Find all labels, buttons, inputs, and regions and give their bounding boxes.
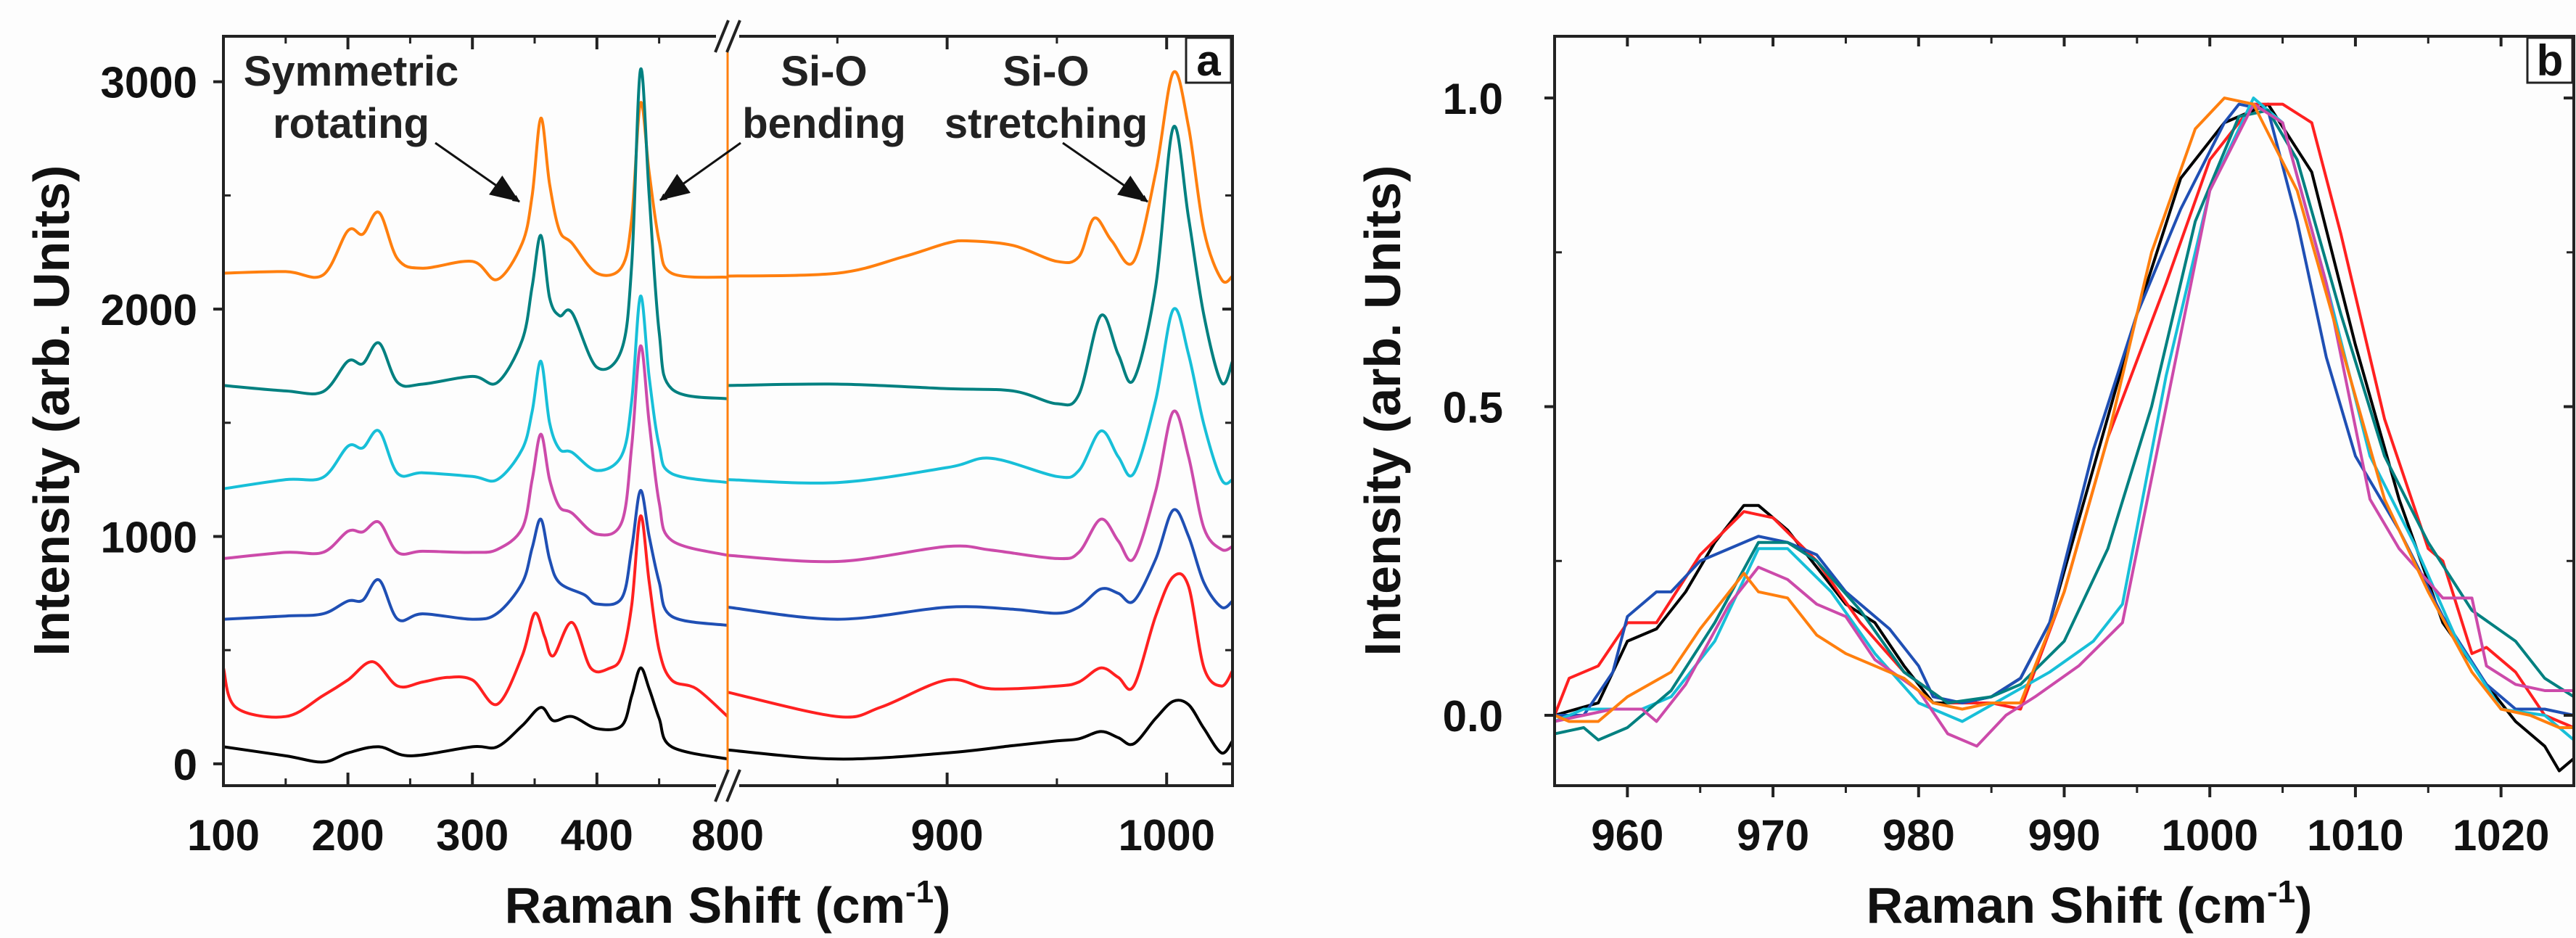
y-tick-label: 1.0: [1443, 75, 1503, 123]
annotation-text: Si-O: [1003, 48, 1089, 95]
y-tick-label: 1000: [101, 514, 197, 562]
x-tick-label: 1000: [2161, 811, 2258, 860]
axis-break-marks: [714, 20, 741, 802]
series-cyan: [1554, 96, 2575, 741]
panel-b-x-axis-title: Raman Shift (cm-1): [1867, 874, 2313, 934]
annotation-text: Symmetric: [244, 48, 459, 95]
series-teal-segment-2: [727, 125, 1234, 407]
panel-b-ticks: 960 970 980 990 1000 1010 1020 0.0 0.5 1.0: [1443, 36, 2574, 860]
panel-a-x-axis-title: Raman Shift (cm-1): [505, 874, 951, 934]
panel-label-b: b: [2526, 36, 2574, 85]
x-tick-label: 1000: [1118, 811, 1214, 860]
x-tick-label: 1010: [2307, 811, 2403, 860]
panel-b-y-axis-title: Intensity (arb. Units): [1354, 165, 1411, 657]
series-orange-segment-2: [727, 70, 1234, 284]
panel-b-curves: [1553, 96, 2575, 773]
y-tick-label: 2000: [101, 286, 197, 334]
break-slash: [714, 769, 730, 802]
x-tick-label: 800: [691, 811, 764, 860]
annotation-3: Si-O stretching: [945, 48, 1148, 203]
series-teal: [1554, 109, 2575, 742]
panel-a-curves: [222, 36, 1234, 786]
arrowhead-icon: [1117, 176, 1148, 202]
series-cyan-segment-1: [223, 295, 728, 490]
x-tick-label: 960: [1591, 811, 1663, 860]
y-tick-label: 0.0: [1443, 692, 1503, 741]
x-tick-label: 200: [312, 811, 384, 860]
series-orange: [1554, 96, 2574, 730]
series-magenta-segment-1: [223, 344, 728, 560]
annotation-text: Si-O: [781, 48, 867, 95]
x-tick-label: 100: [187, 811, 260, 860]
series-orange-segment-1: [223, 101, 728, 281]
x-tick-label: 1020: [2453, 811, 2549, 860]
series-black: [1554, 102, 2575, 773]
break-slash: [714, 20, 730, 53]
panel-a-annotations: Symmetric rotating Si-O bending Si-O stretchi…: [244, 48, 1148, 203]
series-magenta-segment-2: [727, 409, 1233, 564]
series-red-segment-2: [727, 572, 1234, 719]
panel-a: 100 200 300 400 800 900 1000 0 1000 2000 3000 Symm…: [23, 20, 1234, 934]
annotation-text: stretching: [945, 100, 1148, 147]
y-tick-label: 0: [173, 741, 197, 789]
arrowhead-icon: [489, 175, 519, 202]
series-cyan-segment-2: [727, 307, 1233, 485]
x-tick-label: 400: [561, 811, 633, 860]
x-tick-label: 900: [911, 811, 984, 860]
break-slash: [725, 20, 741, 53]
panel-label-a: a: [1185, 36, 1233, 85]
series-magenta: [1554, 102, 2574, 748]
svg-text:a: a: [1196, 36, 1221, 85]
annotation-text: rotating: [273, 100, 429, 147]
annotation-text: bending: [742, 100, 906, 147]
arrowhead-icon: [660, 173, 691, 200]
panel-a-y-axis-title: Intensity (arb. Units): [23, 165, 80, 657]
annotation-2: Si-O bending: [659, 48, 906, 202]
series-teal-segment-1: [223, 67, 728, 400]
series-blue: [1555, 102, 2575, 717]
panel-b: 960 970 980 990 1000 1010 1020 0.0 0.5 1.0 b Inte…: [1354, 35, 2575, 934]
x-tick-label: 300: [436, 811, 509, 860]
series-blue-segment-1: [223, 489, 728, 627]
svg-text:b: b: [2537, 36, 2564, 85]
panel-b-frame: [1553, 35, 2575, 787]
series-red-segment-1: [222, 514, 729, 719]
y-tick-label: 3000: [101, 59, 197, 107]
panel-a-ticks: 100 200 300 400 800 900 1000 0 1000 2000 3000: [101, 36, 1233, 860]
break-slash: [725, 769, 741, 802]
y-tick-label: 0.5: [1443, 384, 1503, 432]
x-tick-label: 980: [1882, 811, 1955, 860]
series-black-segment-1: [223, 666, 728, 764]
x-tick-label: 970: [1737, 811, 1809, 860]
annotation-1: Symmetric rotating: [244, 48, 520, 203]
x-tick-label: 990: [2028, 811, 2100, 860]
series-blue-segment-2: [727, 508, 1234, 621]
series-black-segment-2: [727, 699, 1234, 761]
